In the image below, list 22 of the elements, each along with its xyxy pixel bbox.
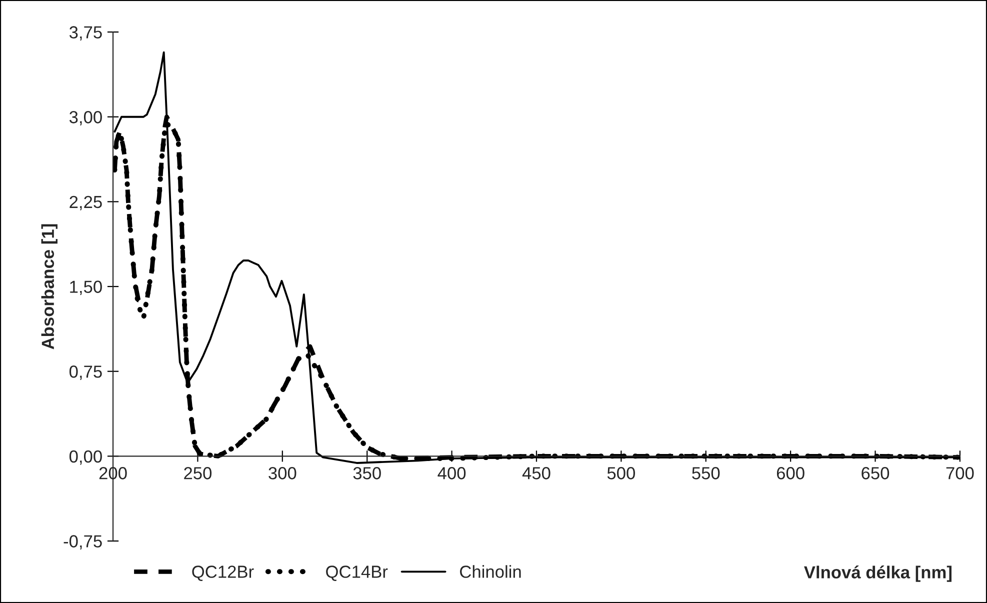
y-tick-label: 1,50: [70, 280, 102, 296]
x-tick-label: 250: [184, 467, 212, 480]
y-axis-title: Absorbance [1]: [41, 224, 58, 350]
x-tick-label: 450: [522, 467, 550, 480]
legend-label: QC12Br: [192, 566, 254, 582]
y-tick-label: 2,25: [70, 196, 102, 210]
x-tick-label: 400: [438, 467, 466, 480]
x-axis-title: Vlnová délka [nm]: [804, 566, 952, 582]
x-tick-label: 650: [862, 467, 890, 480]
legend-label: Chinolin: [460, 565, 521, 578]
y-tick-label: 3,00: [69, 111, 102, 126]
x-tick-label: 700: [946, 467, 974, 480]
x-tick-label: 550: [692, 467, 720, 480]
y-tick-label: -0,75: [64, 535, 102, 550]
y-tick-label: 0,00: [69, 450, 102, 465]
x-tick-label: 600: [776, 467, 804, 480]
y-tick-label: 0,75: [69, 366, 102, 380]
legend-label: QC14Br: [326, 566, 388, 582]
y-tick-label: 3,75: [69, 26, 102, 41]
x-tick-label: 300: [268, 467, 296, 480]
x-tick-label: 500: [607, 467, 635, 480]
x-tick-label: 350: [353, 467, 381, 480]
